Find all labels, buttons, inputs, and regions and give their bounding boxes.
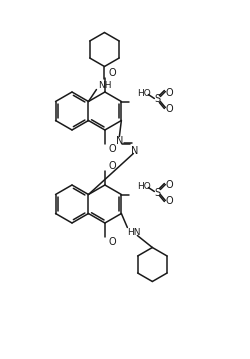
Text: O: O [108,161,116,171]
Text: HO: HO [138,182,151,191]
Text: O: O [108,144,116,154]
Text: N: N [116,136,123,146]
Text: HO: HO [138,89,151,98]
Text: O: O [108,237,116,247]
Text: N: N [131,146,138,157]
Text: S: S [154,187,160,197]
Text: O: O [108,68,116,78]
Text: S: S [154,94,160,104]
Text: NH: NH [98,81,111,90]
Text: O: O [166,103,173,113]
Text: O: O [166,88,173,98]
Text: O: O [166,181,173,191]
Text: O: O [166,196,173,206]
Text: HN: HN [128,228,141,237]
